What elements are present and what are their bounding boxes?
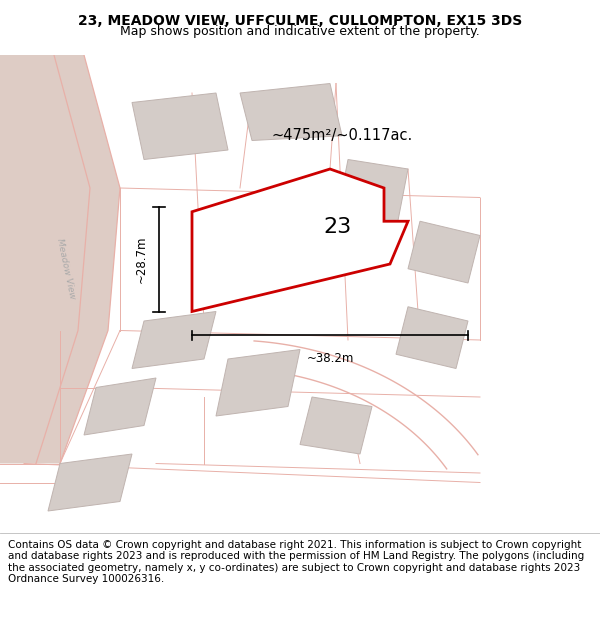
Polygon shape	[336, 159, 408, 231]
Text: ~475m²/~0.117ac.: ~475m²/~0.117ac.	[271, 128, 413, 143]
Polygon shape	[48, 454, 132, 511]
Polygon shape	[396, 307, 468, 369]
Polygon shape	[132, 311, 216, 369]
Polygon shape	[300, 397, 372, 454]
Text: ~28.7m: ~28.7m	[135, 236, 148, 283]
Polygon shape	[0, 55, 120, 464]
Text: ~38.2m: ~38.2m	[307, 352, 353, 365]
Text: 23, MEADOW VIEW, UFFCULME, CULLOMPTON, EX15 3DS: 23, MEADOW VIEW, UFFCULME, CULLOMPTON, E…	[78, 14, 522, 28]
Polygon shape	[408, 221, 480, 283]
Text: Meadow View: Meadow View	[55, 238, 77, 300]
Polygon shape	[84, 378, 156, 435]
Polygon shape	[240, 84, 342, 141]
Polygon shape	[132, 93, 228, 159]
Text: Contains OS data © Crown copyright and database right 2021. This information is : Contains OS data © Crown copyright and d…	[8, 539, 584, 584]
Polygon shape	[192, 169, 408, 311]
Polygon shape	[216, 349, 300, 416]
Text: 23: 23	[323, 217, 352, 237]
Text: Map shows position and indicative extent of the property.: Map shows position and indicative extent…	[120, 26, 480, 39]
